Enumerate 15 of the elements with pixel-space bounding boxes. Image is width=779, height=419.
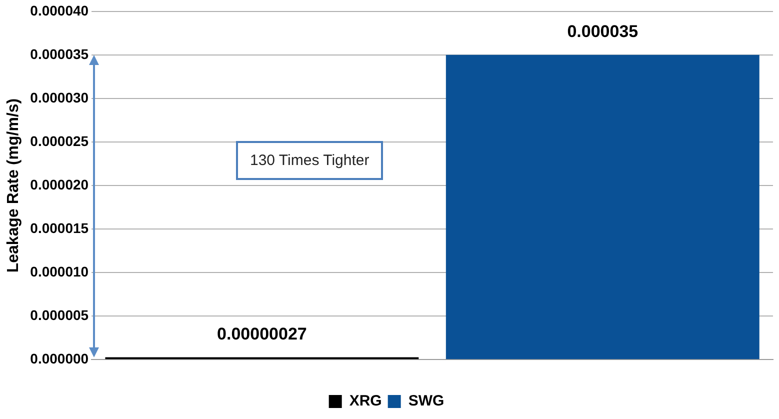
annotation: 130 Times Tighter (236, 141, 384, 180)
y-tick-label: 0.000025 (30, 132, 89, 149)
y-axis-title: Leakage Rate (mg/m/s) (5, 98, 22, 273)
y-tick-label: 0.000035 (30, 46, 89, 62)
y-tick-label: 0.000010 (30, 263, 89, 280)
legend-label: XRG (349, 392, 382, 410)
legend-label: SWG (408, 392, 444, 410)
data-label: 0.00000027 (217, 324, 307, 344)
y-tick-label: 0.000040 (30, 2, 89, 18)
y-tick-label: 0.000020 (30, 176, 89, 192)
y-tick-label: 0.000030 (30, 89, 89, 106)
y-tick-label: 0.000015 (30, 220, 89, 236)
data-label: 0.000035 (567, 22, 638, 42)
y-tick-label: 0.000005 (30, 306, 89, 323)
y-tick-label: 0.000000 (30, 350, 89, 366)
